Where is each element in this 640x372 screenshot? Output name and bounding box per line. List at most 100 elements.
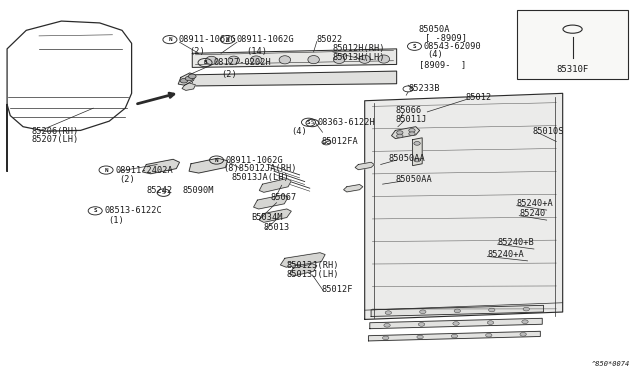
Text: 85013JA(LH): 85013JA(LH) xyxy=(232,173,290,182)
Text: (2): (2) xyxy=(119,175,134,184)
Text: (2): (2) xyxy=(221,70,237,79)
Text: 85012J(RH): 85012J(RH) xyxy=(287,261,339,270)
Text: 85310F: 85310F xyxy=(556,65,589,74)
Text: (1): (1) xyxy=(108,216,124,225)
Text: 85011J: 85011J xyxy=(396,115,427,124)
Ellipse shape xyxy=(228,56,239,64)
Circle shape xyxy=(523,307,529,311)
Text: 08513-6122C: 08513-6122C xyxy=(104,206,162,215)
Text: 85013H(LH): 85013H(LH) xyxy=(333,52,385,61)
Polygon shape xyxy=(280,253,325,267)
Polygon shape xyxy=(253,195,288,209)
Polygon shape xyxy=(192,71,397,86)
Text: 85240+B: 85240+B xyxy=(497,238,534,247)
Circle shape xyxy=(409,129,415,132)
Circle shape xyxy=(397,131,403,135)
Text: [ -8909]: [ -8909] xyxy=(426,33,467,42)
Text: 85012: 85012 xyxy=(466,93,492,102)
Ellipse shape xyxy=(333,55,345,64)
Ellipse shape xyxy=(378,55,390,63)
Text: 85013J(LH): 85013J(LH) xyxy=(287,270,339,279)
Ellipse shape xyxy=(205,56,217,64)
Polygon shape xyxy=(259,179,291,192)
Circle shape xyxy=(419,323,425,326)
Text: 85050AA: 85050AA xyxy=(389,154,426,163)
Circle shape xyxy=(486,333,492,337)
Polygon shape xyxy=(178,73,195,85)
Text: 08543-62090: 08543-62090 xyxy=(424,42,481,51)
Polygon shape xyxy=(413,138,422,166)
Circle shape xyxy=(414,141,420,145)
Text: 08911-2402A: 08911-2402A xyxy=(115,166,173,174)
Ellipse shape xyxy=(308,55,319,64)
Text: 85010S: 85010S xyxy=(532,126,563,136)
Text: S: S xyxy=(310,121,314,125)
Circle shape xyxy=(522,320,528,324)
Circle shape xyxy=(487,321,493,324)
Text: 85067: 85067 xyxy=(270,193,296,202)
Polygon shape xyxy=(192,49,397,67)
Text: 85050A: 85050A xyxy=(419,25,451,34)
Circle shape xyxy=(397,134,403,138)
Circle shape xyxy=(417,335,423,339)
Polygon shape xyxy=(189,158,227,173)
Polygon shape xyxy=(289,264,317,276)
Polygon shape xyxy=(182,83,195,90)
Circle shape xyxy=(420,310,426,314)
Ellipse shape xyxy=(250,56,262,64)
Circle shape xyxy=(414,158,420,162)
Text: 85012FA: 85012FA xyxy=(321,137,358,146)
Text: (14): (14) xyxy=(246,47,268,56)
Polygon shape xyxy=(369,331,540,341)
Text: [8909-  ]: [8909- ] xyxy=(419,60,466,69)
Circle shape xyxy=(383,336,389,340)
Text: 85240: 85240 xyxy=(519,209,545,218)
Circle shape xyxy=(384,323,390,327)
Text: (2): (2) xyxy=(189,47,205,56)
Polygon shape xyxy=(371,305,543,317)
Text: 85013: 85013 xyxy=(264,223,290,232)
Text: 85206(RH): 85206(RH) xyxy=(31,126,79,136)
Text: N: N xyxy=(168,37,172,42)
Text: 85090M: 85090M xyxy=(182,186,214,195)
Text: 85242: 85242 xyxy=(147,186,173,195)
Text: S: S xyxy=(162,190,165,195)
Polygon shape xyxy=(259,209,291,222)
Text: 85233B: 85233B xyxy=(408,84,440,93)
Text: S: S xyxy=(413,44,416,49)
Circle shape xyxy=(188,74,196,78)
Circle shape xyxy=(409,132,415,136)
Text: 08127-0202H: 08127-0202H xyxy=(214,58,272,67)
Circle shape xyxy=(454,309,461,313)
Text: 08363-6122H: 08363-6122H xyxy=(317,118,375,127)
Text: (8)85012JA(RH): (8)85012JA(RH) xyxy=(223,164,296,173)
Text: S: S xyxy=(93,208,97,213)
Circle shape xyxy=(488,308,495,312)
Ellipse shape xyxy=(359,55,371,63)
Circle shape xyxy=(385,311,392,315)
Text: B5034M: B5034M xyxy=(251,213,282,222)
Text: N: N xyxy=(104,167,108,173)
Circle shape xyxy=(185,76,193,81)
Polygon shape xyxy=(365,93,563,320)
Text: 85240+A: 85240+A xyxy=(487,250,524,259)
Text: 85240+A: 85240+A xyxy=(516,199,554,208)
Text: N: N xyxy=(215,158,218,163)
Circle shape xyxy=(451,334,458,338)
Circle shape xyxy=(520,333,526,336)
Polygon shape xyxy=(344,185,363,192)
Polygon shape xyxy=(143,159,179,174)
Text: 08911-1062G: 08911-1062G xyxy=(179,35,237,44)
Text: N: N xyxy=(226,37,229,42)
Text: (4): (4) xyxy=(291,126,307,136)
Polygon shape xyxy=(370,318,542,329)
Text: 85207(LH): 85207(LH) xyxy=(31,135,79,144)
Polygon shape xyxy=(355,162,374,170)
Text: B: B xyxy=(204,60,207,65)
Polygon shape xyxy=(392,127,420,138)
Text: 85012H(RH): 85012H(RH) xyxy=(333,44,385,53)
Ellipse shape xyxy=(279,56,291,64)
Circle shape xyxy=(453,322,460,326)
Text: ^850*0074: ^850*0074 xyxy=(591,361,630,367)
Text: 08911-1062G: 08911-1062G xyxy=(225,155,284,164)
